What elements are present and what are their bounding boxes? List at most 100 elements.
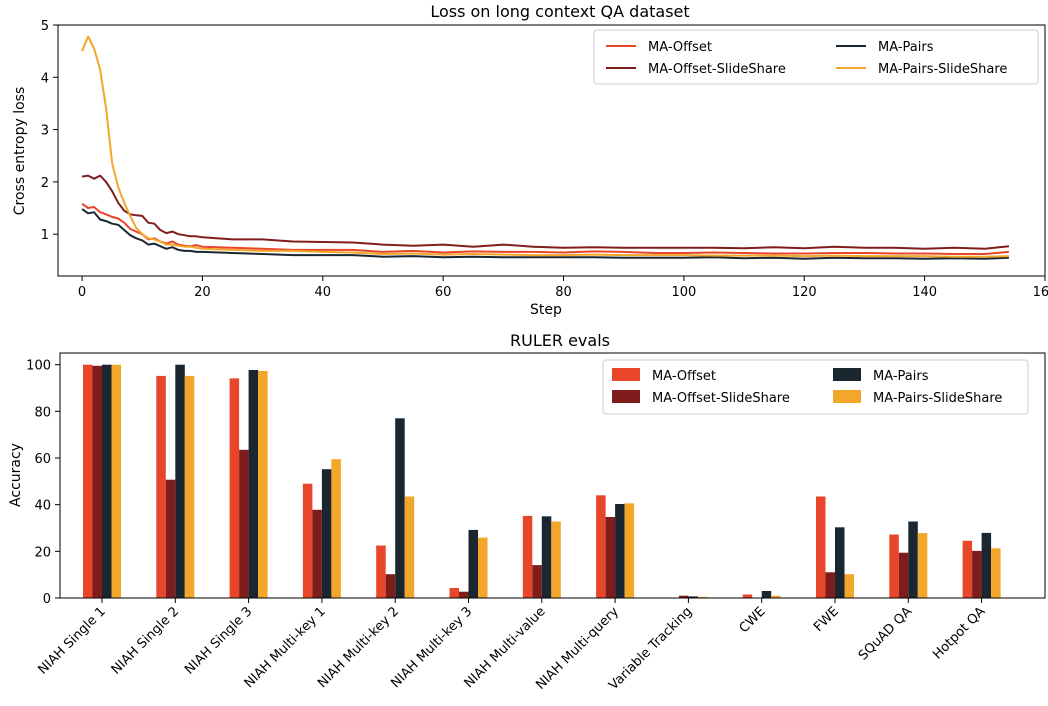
ruler-legend-swatch — [612, 368, 640, 381]
loss-series-line-1 — [81, 174, 1010, 250]
ruler-ytick-label: 0 — [43, 592, 51, 607]
loss-ytick-label: 3 — [41, 124, 49, 139]
ruler-bar — [449, 588, 459, 598]
ruler-legend-label: MA-Offset — [652, 369, 716, 384]
ruler-bar — [239, 449, 249, 598]
ruler-bar — [184, 375, 195, 598]
ruler-ytick-label: 40 — [34, 499, 51, 514]
ruler-bar — [248, 370, 259, 598]
ruler-bar — [395, 418, 405, 598]
ruler-legend-swatch — [612, 390, 640, 403]
ruler-bar — [459, 591, 469, 598]
ruler-bar — [917, 533, 928, 598]
ruler-xtick-label: Hotpot QA — [930, 604, 988, 662]
ruler-legend: MA-Offset MA-Pairs MA-Offset-SlideShare MA-… — [602, 359, 1029, 415]
loss-series-line-0 — [81, 202, 1009, 255]
ruler-bar — [156, 375, 166, 598]
loss-chart-title: Loss on long context QA dataset — [430, 2, 689, 21]
ruler-legend-label: MA-Pairs-SlideShare — [873, 391, 1002, 406]
ruler-bar — [532, 565, 542, 598]
ruler-bar — [302, 483, 313, 598]
ruler-bar — [404, 496, 415, 598]
ruler-legend-swatch — [833, 368, 861, 381]
ruler-bar — [376, 545, 386, 598]
ruler-bar — [258, 371, 268, 598]
ruler-bar — [551, 521, 561, 598]
loss-ytick-label: 4 — [41, 71, 49, 86]
ruler-xtick-label: NIAH Single 1 — [35, 604, 108, 677]
ruler-legend-label: MA-Offset-SlideShare — [652, 391, 790, 406]
ruler-bar — [908, 521, 918, 598]
ruler-xtick-label: NIAH Multi-value — [462, 604, 549, 691]
ruler-ytick-label: 20 — [34, 545, 51, 560]
loss-xtick-label: 20 — [194, 285, 211, 300]
loss-xtick-label: 120 — [792, 285, 817, 300]
ruler-chart-ylabel: Accuracy — [8, 443, 24, 507]
ruler-bar — [111, 364, 121, 598]
ruler-xtick-label: Variable Tracking — [606, 604, 695, 693]
loss-series-line-3 — [81, 35, 1009, 258]
ruler-bar — [385, 574, 396, 598]
ruler-xtick-label: NIAH Multi-key 2 — [315, 604, 402, 691]
ruler-bar — [962, 540, 973, 598]
ruler-bars — [83, 364, 1001, 598]
ruler-bar — [844, 574, 854, 598]
loss-legend-box — [593, 29, 1039, 85]
loss-legend-label: MA-Offset — [648, 40, 712, 55]
ruler-bar — [697, 596, 708, 598]
ruler-xtick-label: FWE — [811, 604, 842, 635]
ruler-bar — [478, 537, 488, 598]
ruler-chart: RULER evals Accuracy NIAH Single 1 NIAH S… — [8, 331, 1046, 693]
ruler-ytick-label: 60 — [34, 452, 51, 467]
ruler-bar — [615, 504, 625, 598]
ruler-xtick-label: NIAH Multi-key 3 — [388, 604, 475, 691]
ruler-bar — [688, 596, 698, 598]
ruler-xtick-label: NIAH Single 3 — [182, 604, 255, 677]
ruler-bar — [742, 594, 753, 598]
ruler-xtick-label: SQuAD QA — [856, 604, 915, 663]
ruler-xtick-label: NIAH Multi-key 1 — [242, 604, 329, 691]
loss-legend-label: MA-Pairs-SlideShare — [878, 62, 1007, 77]
loss-xtick-label: 0 — [78, 285, 86, 300]
ruler-bar — [229, 378, 240, 598]
ruler-bar — [835, 527, 845, 598]
loss-chart-ylabel: Cross entropy loss — [12, 87, 28, 215]
ruler-ytick-label: 80 — [34, 405, 51, 420]
ruler-bar — [331, 459, 341, 598]
loss-xtick-label: 100 — [671, 285, 696, 300]
ruler-bar — [165, 479, 176, 598]
ruler-legend-swatch — [833, 390, 861, 403]
ruler-bar — [624, 503, 635, 598]
ruler-xtick-label: NIAH Single 2 — [109, 604, 182, 677]
ruler-bar — [321, 469, 332, 598]
ruler-bar — [605, 517, 616, 598]
ruler-bar — [92, 365, 102, 598]
ruler-bar — [522, 515, 533, 598]
loss-chart: Loss on long context QA dataset Cross en… — [12, 2, 1048, 318]
loss-ytick-label: 5 — [41, 19, 49, 34]
ruler-bar — [312, 509, 322, 598]
loss-ytick-label: 1 — [41, 228, 49, 243]
loss-chart-xlabel: Step — [530, 302, 562, 318]
ruler-plot-frame — [59, 352, 1046, 599]
ruler-bar — [761, 591, 772, 598]
ruler-bar — [889, 534, 899, 598]
ruler-legend-label: MA-Pairs — [873, 369, 929, 384]
loss-xtick-label: 40 — [315, 285, 332, 300]
ruler-legend-box — [602, 359, 1029, 415]
ruler-bar — [175, 364, 185, 598]
ruler-bar — [825, 572, 835, 598]
loss-legend-label: MA-Offset-SlideShare — [648, 62, 786, 77]
loss-series-lines — [81, 35, 1010, 260]
ruler-bar — [981, 532, 992, 598]
loss-axis-ticks: 0 20 40 60 80 100 120 140 160 1 2 3 4 5 — [41, 19, 1048, 300]
loss-xtick-label: 140 — [912, 285, 937, 300]
ruler-bar — [972, 550, 982, 598]
ruler-bar — [678, 595, 689, 598]
ruler-bar — [816, 496, 826, 598]
loss-series-line-2 — [81, 208, 1009, 260]
loss-plot-frame — [57, 24, 1046, 277]
ruler-chart-title: RULER evals — [510, 331, 610, 350]
loss-xtick-label: 60 — [435, 285, 452, 300]
